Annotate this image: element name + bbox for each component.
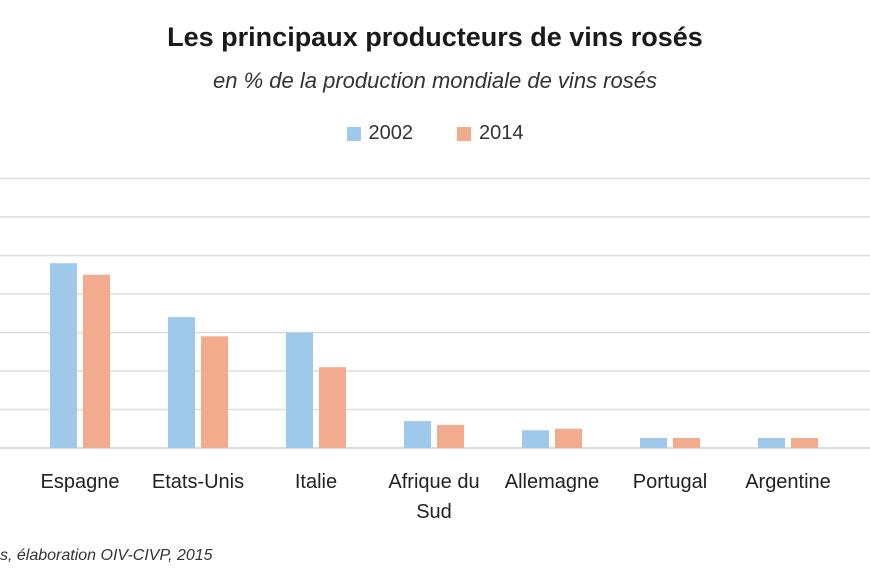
bar-2014-espagne [83,274,110,448]
bar-2014-afrique-du-sud [437,424,464,448]
legend-item-2002: 2002 [346,122,414,145]
legend: 2002 2014 [0,122,870,145]
category-label-etats-unis: Etats-Unis [152,471,244,493]
source-note: s, élaboration OIV-CIVP, 2015 [0,547,213,564]
legend-label-2002: 2002 [368,122,414,144]
category-label-afrique-du-sud-line1: Sud [416,501,452,523]
category-label-espagne: Espagne [41,471,120,493]
chart-title: Les principaux producteurs de vins rosés [167,22,703,52]
bar-2014-italie [319,367,346,448]
category-label-afrique-du-sud-line0: Afrique du [388,471,479,493]
legend-swatch-2002 [346,126,361,141]
bar-2014-argentine [791,437,818,448]
bar-2014-etats-unis [201,336,228,448]
bar-2002-allemagne [522,430,549,448]
legend-label-2014: 2014 [479,122,524,144]
bar-2014-allemagne [555,428,582,448]
bar-2002-italie [286,332,313,448]
bar-2002-afrique-du-sud [404,421,431,448]
bar-2002-espagne [50,263,77,448]
bar-2002-portugal [640,437,667,448]
category-label-portugal: Portugal [633,471,708,493]
bar-2002-etats-unis [168,317,195,448]
category-label-italie: Italie [295,471,337,493]
bar-chart: Espagne Etats-Unis Italie Afrique du Sud Alle… [0,177,870,523]
legend-swatch-2014 [457,126,471,141]
chart-subtitle: en % de la production mondiale de vins r… [213,68,657,93]
bar-2014-portugal [673,437,700,448]
category-label-allemagne: Allemagne [505,471,600,493]
legend-item-2014: 2014 [457,122,524,145]
category-label-argentine: Argentine [745,471,831,493]
bar-2002-argentine [758,437,785,448]
